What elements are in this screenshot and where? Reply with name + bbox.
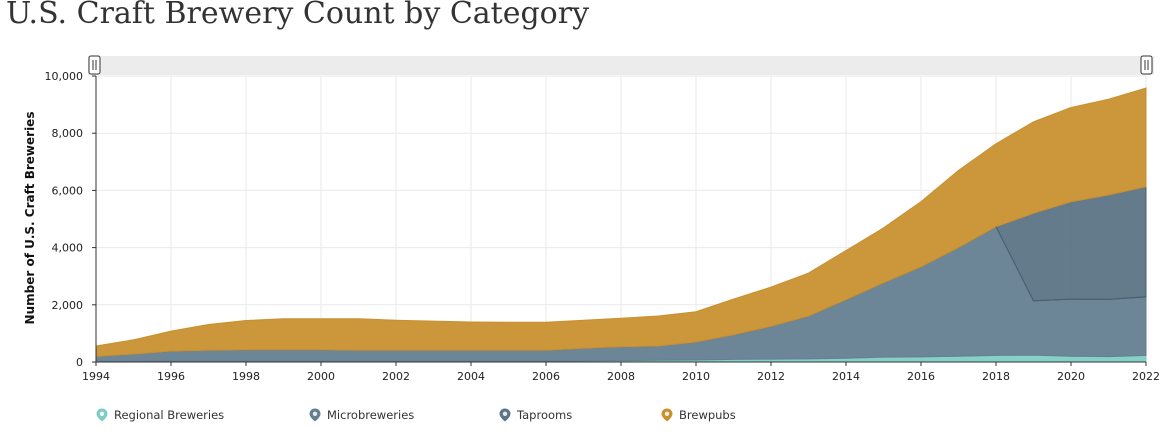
legend-label-brewpubs: Brewpubs <box>679 408 736 422</box>
x-tick-label: 2022 <box>1132 370 1160 383</box>
y-tick-label: 8,000 <box>52 127 84 140</box>
y-tick-label: 2,000 <box>52 299 84 312</box>
x-tick-label: 2002 <box>382 370 410 383</box>
x-tick-label: 2018 <box>982 370 1010 383</box>
y-tick-label: 0 <box>76 356 83 369</box>
y-tick-label: 4,000 <box>52 242 84 255</box>
x-tick-label: 2020 <box>1057 370 1085 383</box>
range-selector-bar[interactable] <box>88 56 1154 75</box>
legend-item-brewpubs[interactable]: Brewpubs <box>661 408 736 422</box>
legend-label-microbreweries: Microbreweries <box>327 408 415 422</box>
x-tick-label: 2008 <box>607 370 635 383</box>
y-axis-label: Number of U.S. Craft Breweries <box>23 112 37 325</box>
range-handle-left[interactable] <box>88 55 101 75</box>
area-brewpubs[interactable] <box>95 87 1147 357</box>
x-tick-label: 1994 <box>82 370 110 383</box>
map-pin-icon <box>96 408 108 422</box>
y-tick-label: 10,000 <box>45 70 84 83</box>
x-tick-label: 1996 <box>157 370 185 383</box>
x-tick-label: 2012 <box>757 370 785 383</box>
legend-item-microbreweries[interactable]: Microbreweries <box>309 408 414 422</box>
page-title: U.S. Craft Brewery Count by Category <box>6 0 590 31</box>
map-pin-icon <box>309 408 321 422</box>
x-tick-label: 2016 <box>907 370 935 383</box>
legend-label-taprooms: Taprooms <box>517 408 573 422</box>
map-pin-icon <box>661 408 673 422</box>
legend-label-regional-breweries: Regional Breweries <box>114 408 225 422</box>
axes: 1994 1996 1998 2000 2002 2004 2006 2008 2010 2012… <box>45 70 1161 383</box>
y-tick-label: 6,000 <box>52 184 84 197</box>
range-handle-right[interactable] <box>1140 55 1153 75</box>
series-boundary-line <box>995 226 1147 302</box>
legend-item-taprooms[interactable]: Taprooms <box>499 408 572 422</box>
x-tick-label: 2010 <box>682 370 710 383</box>
legend: Regional Breweries Microbreweries Taproo… <box>96 408 1096 428</box>
x-tick-label: 2006 <box>532 370 560 383</box>
x-tick-label: 2000 <box>307 370 335 383</box>
x-tick-label: 1998 <box>232 370 260 383</box>
legend-item-regional-breweries[interactable]: Regional Breweries <box>96 408 224 422</box>
x-tick-label: 2014 <box>832 370 860 383</box>
x-tick-label: 2004 <box>457 370 485 383</box>
map-pin-icon <box>499 408 511 422</box>
